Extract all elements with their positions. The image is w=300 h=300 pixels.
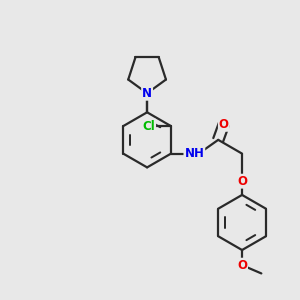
Text: O: O — [237, 175, 247, 188]
Text: N: N — [142, 87, 152, 100]
Text: Cl: Cl — [142, 120, 155, 133]
Text: NH: NH — [184, 147, 204, 160]
Text: O: O — [237, 259, 247, 272]
Text: O: O — [219, 118, 229, 131]
